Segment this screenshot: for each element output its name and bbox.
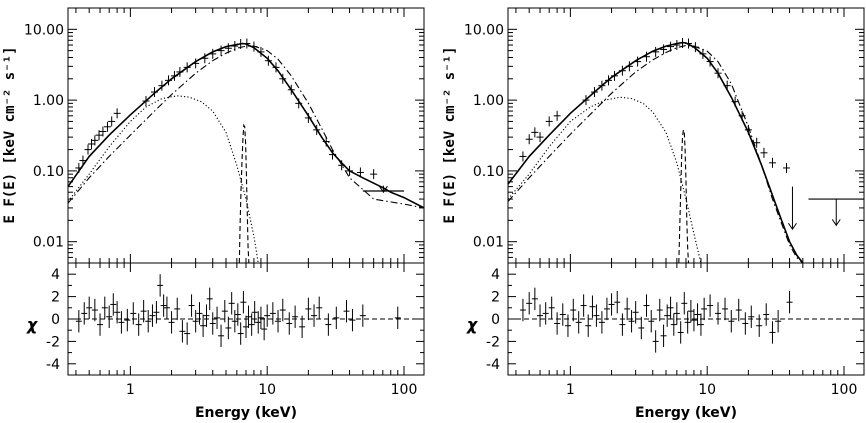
residual-y-tick-label: -4 xyxy=(46,357,60,373)
residual-y-tick-label: -4 xyxy=(486,357,500,373)
y-tick-label: 10.00 xyxy=(464,22,504,38)
model-curve-dashed xyxy=(238,123,250,263)
model-curve-dashdot xyxy=(508,44,804,263)
model-curve-dotted xyxy=(68,95,259,263)
x-axis-label-right: Energy (keV) xyxy=(635,405,737,421)
residual-y-tick-label: -2 xyxy=(486,334,500,350)
y-tick-label: 0.10 xyxy=(33,164,64,180)
y-tick-label: 1.00 xyxy=(33,93,64,109)
x-tick-label: 100 xyxy=(391,382,418,398)
x-tick-label: 1 xyxy=(566,382,575,398)
x-tick-label: 10 xyxy=(258,382,276,398)
upper-limit-arrowhead xyxy=(788,222,797,231)
y-axis-label-top-right: E F(E) [keV cm⁻² s⁻¹] xyxy=(442,46,458,223)
model-curve-dotted xyxy=(508,96,702,263)
x-tick-label: 10 xyxy=(698,382,716,398)
x-axis-label-left: Energy (keV) xyxy=(195,405,297,421)
model-curve-solid xyxy=(68,42,424,209)
y-tick-label: 0.01 xyxy=(33,235,64,251)
y-axis-label-chi-left: χ xyxy=(26,315,39,334)
residual-y-tick-label: 0 xyxy=(51,312,60,328)
residual-y-tick-label: 0 xyxy=(491,312,500,328)
y-axis-label-top-left: E F(E) [keV cm⁻² s⁻¹] xyxy=(2,46,18,223)
y-tick-label: 0.01 xyxy=(473,235,504,251)
model-curve-solid xyxy=(508,41,804,263)
model-curve-dashdot xyxy=(68,45,424,209)
residual-y-tick-label: 4 xyxy=(51,267,60,283)
panel-1: 1 10 100 10.00 1.00 0.10 0.01 4 2 0 -2 -4 xyxy=(24,7,425,398)
upper-limit-arrowhead xyxy=(378,185,388,194)
residual-y-tick-label: -2 xyxy=(46,334,60,350)
model-curve-dashed xyxy=(678,129,690,263)
y-tick-label: 0.10 xyxy=(473,164,504,180)
panel-2: 1 10 100 10.00 1.00 0.10 0.01 4 2 0 -2 -4 xyxy=(464,7,865,398)
spectrum-frame xyxy=(507,7,865,264)
residual-y-tick-label: 4 xyxy=(491,267,500,283)
x-tick-label: 100 xyxy=(831,382,858,398)
upper-limit-arrowhead xyxy=(831,219,841,227)
y-tick-label: 1.00 xyxy=(473,93,504,109)
y-axis-label-chi-right: χ xyxy=(466,315,479,334)
residual-y-tick-label: 2 xyxy=(491,290,500,306)
spectrum-frame xyxy=(67,7,425,264)
residual-y-tick-label: 2 xyxy=(51,290,60,306)
x-tick-label: 1 xyxy=(126,382,135,398)
y-tick-label: 10.00 xyxy=(24,22,64,38)
